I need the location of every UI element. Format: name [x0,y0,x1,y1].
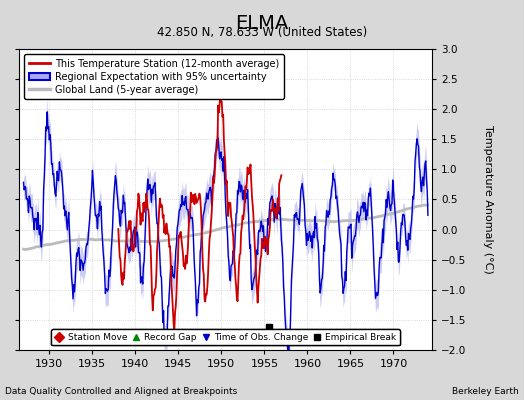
Text: Data Quality Controlled and Aligned at Breakpoints: Data Quality Controlled and Aligned at B… [5,387,237,396]
Text: Berkeley Earth: Berkeley Earth [452,387,519,396]
Text: ELMA: ELMA [235,14,289,33]
Text: 42.850 N, 78.633 W (United States): 42.850 N, 78.633 W (United States) [157,26,367,39]
Legend: Station Move, Record Gap, Time of Obs. Change, Empirical Break: Station Move, Record Gap, Time of Obs. C… [51,329,400,346]
Y-axis label: Temperature Anomaly (°C): Temperature Anomaly (°C) [483,125,493,274]
